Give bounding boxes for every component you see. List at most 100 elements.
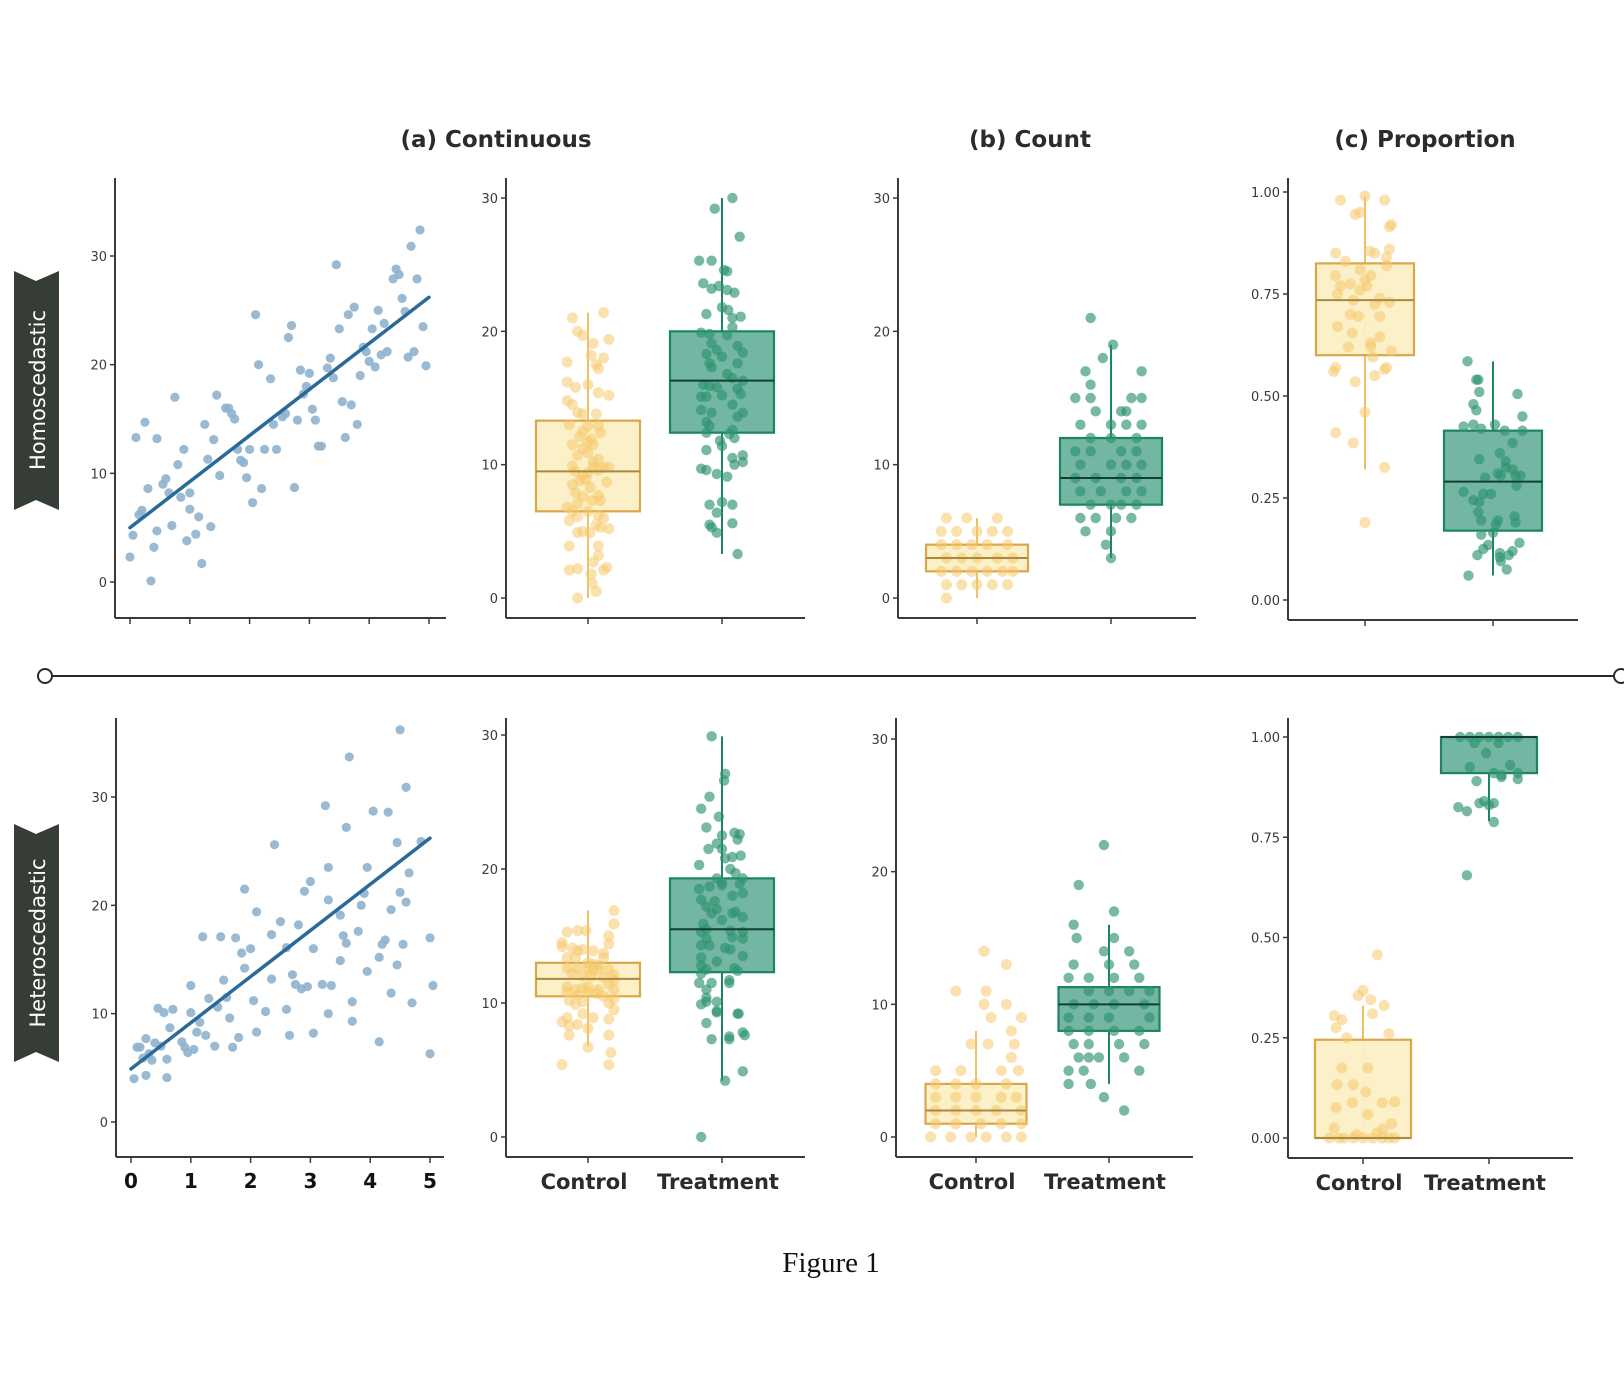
data-point <box>556 941 568 953</box>
data-point <box>186 1007 196 1018</box>
data-point <box>1483 799 1495 811</box>
data-point <box>1473 374 1484 385</box>
data-point <box>382 347 392 357</box>
data-point <box>1496 771 1507 783</box>
data-point <box>1369 370 1381 382</box>
data-point <box>271 444 282 455</box>
data-point <box>1012 1065 1024 1077</box>
y-tick-label: 0 <box>99 576 107 591</box>
data-point <box>392 960 402 970</box>
data-point <box>729 287 740 298</box>
data-point <box>561 376 573 388</box>
data-point <box>251 1027 262 1037</box>
data-point <box>141 1070 151 1081</box>
y-tick-label: 0.25 <box>1251 492 1280 507</box>
data-point <box>590 585 602 597</box>
data-point <box>727 518 738 529</box>
data-point <box>1000 998 1012 1010</box>
data-point <box>415 225 425 235</box>
data-point <box>1515 470 1526 481</box>
data-point <box>722 471 733 482</box>
data-point <box>1008 1038 1020 1050</box>
data-point <box>295 365 306 375</box>
data-point <box>729 459 740 470</box>
data-point <box>572 563 584 575</box>
x-tick-label: 3 <box>303 1169 317 1193</box>
data-point <box>603 333 615 345</box>
data-point <box>1110 512 1122 524</box>
data-point <box>128 530 138 540</box>
data-point <box>1330 427 1342 439</box>
data-point <box>308 1028 318 1038</box>
treatment-box <box>668 731 776 1143</box>
data-point <box>125 552 135 562</box>
data-point <box>1504 759 1516 771</box>
data-point <box>563 1020 575 1032</box>
data-point <box>737 887 748 899</box>
data-point <box>284 1030 295 1040</box>
data-point <box>584 481 596 493</box>
data-point <box>1078 1065 1089 1076</box>
data-point <box>935 565 947 577</box>
data-point <box>950 1078 962 1090</box>
data-point <box>1090 406 1101 417</box>
data-point <box>1083 1052 1095 1063</box>
data-point <box>693 255 705 266</box>
data-point <box>1461 805 1473 817</box>
data-point <box>1352 310 1364 322</box>
data-point <box>1095 486 1107 497</box>
panel-heteroscedastic-scatter: 0 10 20 30 0 1 2 3 4 5 <box>91 718 444 1193</box>
data-point <box>1063 1025 1074 1037</box>
data-point <box>1100 539 1112 550</box>
data-point <box>1365 341 1377 353</box>
data-point <box>940 579 952 591</box>
data-point <box>1063 1078 1074 1090</box>
data-point <box>1332 321 1344 333</box>
data-point <box>248 996 259 1006</box>
data-point <box>1381 361 1393 373</box>
data-point <box>1379 194 1391 206</box>
data-point <box>1473 507 1484 518</box>
data-point <box>704 328 715 340</box>
data-point <box>195 1017 205 1027</box>
y-tick-label: 0 <box>490 1131 498 1146</box>
data-point <box>1085 312 1096 324</box>
data-point <box>971 525 983 537</box>
data-point <box>347 1016 357 1026</box>
data-point <box>945 1131 957 1143</box>
data-point <box>1098 1092 1110 1103</box>
data-point <box>395 725 405 735</box>
data-point <box>201 1030 211 1040</box>
data-point <box>1005 1025 1017 1037</box>
data-point <box>1121 406 1132 417</box>
iqr-box <box>1442 429 1544 532</box>
data-point <box>570 381 582 393</box>
data-point <box>287 970 298 980</box>
data-point <box>1113 1038 1125 1050</box>
data-point <box>1330 1022 1342 1034</box>
data-point <box>293 920 304 930</box>
data-point <box>228 1042 238 1052</box>
data-point <box>981 565 993 577</box>
data-point <box>737 912 748 923</box>
data-point <box>1341 1032 1353 1044</box>
data-point <box>337 397 347 407</box>
data-point <box>1126 392 1137 404</box>
data-point <box>704 791 715 802</box>
data-point <box>194 512 204 522</box>
y-tick-label: 10 <box>91 1008 108 1023</box>
data-point <box>950 985 962 997</box>
data-point <box>1090 512 1101 524</box>
data-point <box>1501 564 1512 575</box>
data-point <box>1503 549 1514 561</box>
data-point <box>995 1065 1007 1077</box>
data-point <box>980 985 992 997</box>
data-point <box>587 556 599 568</box>
data-point <box>1144 1012 1155 1023</box>
data-point <box>1499 425 1510 436</box>
data-point <box>1369 247 1381 259</box>
data-point <box>1071 932 1082 944</box>
data-point <box>1083 1025 1095 1037</box>
data-point <box>598 951 610 963</box>
